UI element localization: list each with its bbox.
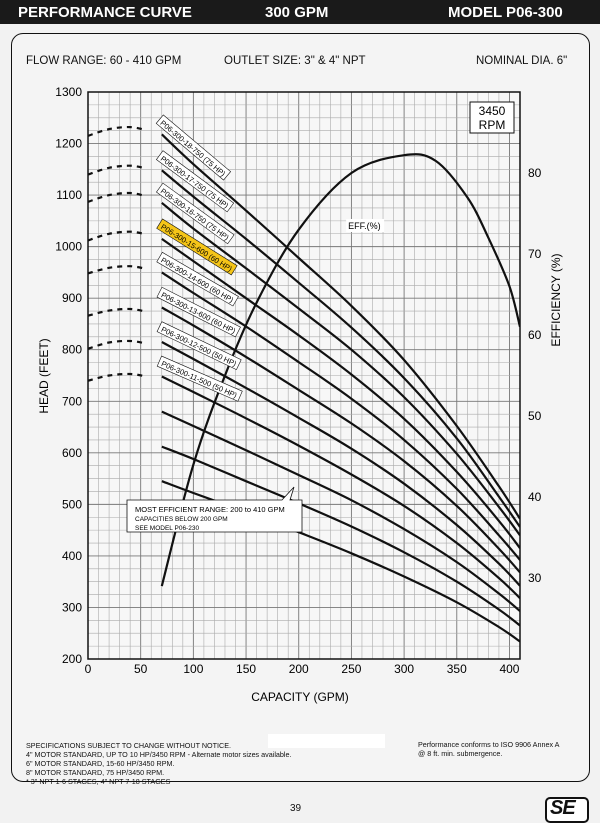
page-number: 39: [290, 803, 302, 814]
iso-note-line-2: @ 8 ft. min. submergence.: [418, 749, 503, 758]
head-curve-dashed: [88, 230, 147, 242]
y-tick-label: 500: [62, 497, 82, 511]
y-tick-label: 1000: [55, 240, 82, 254]
y-tick-label: 1300: [55, 85, 82, 99]
head-curves: [88, 125, 520, 643]
footer-line-3: 6" MOTOR STANDARD, 15-60 HP/3450 RPM.: [26, 759, 175, 768]
y-tick-label: 400: [62, 549, 82, 563]
head-curve: [161, 271, 520, 561]
x-tick-label: 50: [134, 662, 148, 676]
nominal-diameter: NOMINAL DIA. 6": [476, 55, 568, 67]
note-line-3: SEE MODEL P06-230: [135, 525, 199, 532]
header-bar: PERFORMANCE CURVE 300 GPM MODEL P06-300: [0, 0, 600, 24]
head-curve-dashed: [88, 372, 147, 382]
x-tick-label: 400: [499, 662, 519, 676]
curve-label-box: [156, 218, 238, 276]
curve-label-box: [156, 150, 235, 213]
curve-label-box: [156, 321, 242, 371]
y2-tick-label: 50: [528, 409, 542, 423]
head-curve: [161, 133, 520, 520]
head-curve: [161, 375, 520, 599]
rpm-unit: RPM: [479, 118, 506, 132]
efficiency-curve: [160, 153, 520, 587]
curve-label-box: [156, 355, 243, 402]
head-curve-dashed: [88, 191, 147, 203]
footer-line-2: 4" MOTOR STANDARD, UP TO 10 HP/3450 RPM …: [26, 750, 292, 759]
y2-axis-label: EFFICIENCY (%): [549, 253, 563, 346]
head-curve: [161, 341, 520, 587]
note-line-1: MOST EFFICIENT RANGE: 200 to 410 GPM: [135, 505, 285, 514]
head-curve: [161, 238, 520, 549]
brand-logo: SE: [545, 797, 589, 823]
iso-note-line-1: Performance conforms to ISO 9906 Annex A: [418, 740, 560, 749]
curve-label-box: [156, 251, 239, 307]
x-axis-label: CAPACITY (GPM): [251, 690, 349, 704]
footer-line-1: SPECIFICATIONS SUBJECT TO CHANGE WITHOUT…: [26, 741, 231, 750]
rpm-value: 3450: [479, 104, 506, 118]
head-curve: [161, 169, 520, 528]
plot-border: [87, 91, 521, 660]
head-curve-dashed: [88, 265, 147, 275]
y-tick-label: 300: [62, 600, 82, 614]
y2-tick-label: 80: [528, 166, 542, 180]
head-curve: [161, 445, 520, 627]
model-number: MODEL P06-300: [448, 4, 563, 21]
blank-box: [268, 734, 385, 748]
head-curve-dashed: [88, 164, 147, 176]
rpm-box: 3450 RPM: [469, 101, 515, 134]
performance-chart: 0 50 100 150 200 250 300 350 400 200 300 400 500 600 7…: [37, 85, 563, 704]
y-tick-label: 200: [62, 652, 82, 666]
curve-label-box: [156, 182, 235, 245]
y-tick-label: 700: [62, 394, 82, 408]
curve-label-box: [156, 286, 241, 338]
y-axis-label: HEAD (FEET): [37, 338, 51, 413]
outlet-size: OUTLET SIZE: 3" & 4" NPT: [224, 55, 366, 67]
tick-labels: 0 50 100 150 200 250 300 350 400 200 300 400 500 600 7…: [55, 85, 541, 676]
y2-tick-label: 40: [528, 490, 542, 504]
y2-tick-label: 70: [528, 247, 542, 261]
footer-line-5: * 3" NPT 1-6 STAGES, 4" NPT 7-18 STAGES: [26, 777, 171, 786]
y2-tick-label: 30: [528, 571, 542, 585]
head-curve-dashed: [88, 125, 147, 137]
efficiency-label: EFF.(%): [348, 221, 381, 231]
head-curve: [161, 480, 520, 643]
iso-note: Performance conforms to ISO 9906 Annex A…: [418, 740, 559, 758]
note-line-2: CAPACITIES BELOW 200 GPM: [135, 516, 228, 523]
y2-tick-label: 60: [528, 328, 542, 342]
x-tick-label: 300: [394, 662, 414, 676]
y-tick-label: 1100: [56, 188, 82, 202]
x-tick-label: 150: [236, 662, 256, 676]
head-curve: [161, 410, 520, 612]
flow-rating: 300 GPM: [265, 4, 329, 21]
flow-range: FLOW RANGE: 60 - 410 GPM: [26, 55, 182, 67]
head-curve-dashed: [88, 339, 147, 350]
x-tick-label: 350: [447, 662, 467, 676]
x-tick-label: 100: [183, 662, 203, 676]
chart-title: PERFORMANCE CURVE: [18, 4, 192, 21]
efficiency-label-box: [346, 219, 385, 232]
efficiency-note: MOST EFFICIENT RANGE: 200 to 410 GPM CAPA…: [126, 486, 303, 533]
y-tick-label: 1200: [55, 137, 82, 151]
head-curve-dashed: [88, 307, 147, 317]
head-curve: [161, 306, 520, 574]
head-curve: [161, 201, 520, 536]
curve-label-box: [155, 114, 232, 181]
x-tick-label: 200: [289, 662, 309, 676]
y-tick-label: 800: [62, 343, 82, 357]
x-tick-label: 0: [85, 662, 92, 676]
footer-line-4: 8" MOTOR STANDARD, 75 HP/3450 RPM.: [26, 768, 165, 777]
y-tick-label: 600: [62, 446, 82, 460]
x-tick-label: 250: [341, 662, 361, 676]
y-tick-label: 900: [62, 291, 82, 305]
